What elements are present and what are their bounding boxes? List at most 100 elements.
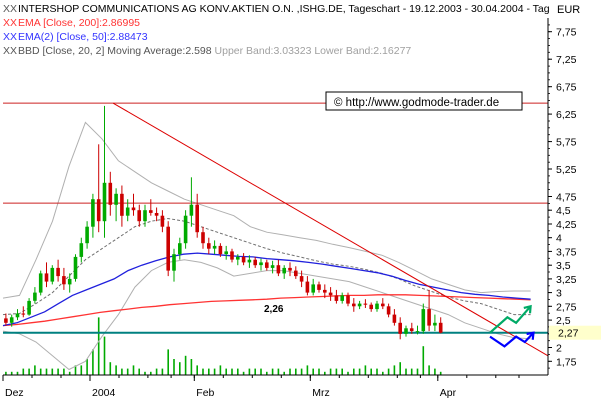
candle-body bbox=[143, 210, 147, 222]
candle-body bbox=[120, 193, 124, 216]
volume-bar bbox=[347, 371, 349, 375]
volume-bar bbox=[405, 368, 407, 375]
watermark-box bbox=[325, 91, 523, 111]
volume-bar bbox=[376, 368, 378, 375]
y-tick-label: 4 bbox=[556, 233, 562, 245]
volume-bar bbox=[416, 368, 419, 375]
x-tick-label: Feb bbox=[196, 387, 214, 399]
candle-body bbox=[114, 193, 118, 205]
legend-bbd: BBD [Close, 20, 2] Moving Average:2.598 … bbox=[18, 45, 411, 57]
candle-body bbox=[386, 306, 391, 315]
candle-body bbox=[259, 262, 263, 266]
volume-bar bbox=[428, 365, 430, 375]
y-tick-label: 6,25 bbox=[556, 109, 577, 121]
volume-bar bbox=[434, 368, 436, 375]
candle-body bbox=[85, 226, 89, 244]
candle-body bbox=[172, 254, 176, 271]
volume-bar bbox=[16, 371, 19, 375]
candle-body bbox=[102, 182, 107, 222]
candle-body bbox=[201, 232, 205, 244]
legend-bbd-bands: Upper Band:3.03323 Lower Band:2.16277 bbox=[215, 45, 412, 57]
candle-body bbox=[357, 303, 362, 307]
volume-bar bbox=[208, 368, 210, 375]
candle-body bbox=[328, 292, 333, 296]
y-tick-label: 5,25 bbox=[556, 164, 577, 176]
volume-bar bbox=[80, 365, 83, 375]
y-tick-label: 7,25 bbox=[556, 54, 577, 66]
ema200-line bbox=[2, 294, 531, 327]
volume-bar bbox=[51, 368, 54, 375]
volume-bar bbox=[277, 368, 280, 375]
volume-bar bbox=[34, 365, 36, 375]
volume-bar bbox=[5, 371, 7, 375]
candle-body bbox=[433, 322, 437, 326]
volume-bar bbox=[28, 368, 30, 375]
y-tick-label: 1,75 bbox=[556, 356, 577, 368]
upper-band-line bbox=[2, 121, 531, 299]
x-tick-label: Dez bbox=[5, 387, 24, 399]
volume-bar bbox=[387, 368, 390, 375]
candle-body bbox=[4, 318, 8, 323]
volume-bar bbox=[74, 365, 77, 375]
y-tick-label: 3,75 bbox=[556, 246, 577, 258]
volume-bar bbox=[39, 368, 42, 375]
candle-body bbox=[125, 207, 130, 216]
candle-body bbox=[334, 295, 339, 301]
volume-bar bbox=[97, 317, 100, 375]
volume-bar bbox=[260, 368, 262, 375]
y-tick-label: 5,75 bbox=[556, 137, 577, 149]
y-tick-label: 3,25 bbox=[556, 274, 577, 286]
volume-bar bbox=[57, 368, 59, 375]
volume-bar bbox=[161, 368, 164, 375]
axes: 1,7522,252,52,7533,253,53,7544,254,54,75… bbox=[2, 18, 601, 399]
volume-bar bbox=[306, 365, 309, 375]
legend-bbd-ma: BBD [Close, 20, 2] Moving Average:2.598 bbox=[18, 45, 212, 57]
volume-bar bbox=[237, 368, 239, 375]
candle-body bbox=[241, 256, 246, 263]
candle-body bbox=[404, 328, 408, 334]
volume-bar bbox=[190, 359, 193, 375]
volume-bar bbox=[329, 368, 332, 375]
volume-bar bbox=[173, 359, 175, 375]
ema50-line bbox=[2, 252, 531, 327]
candle-body bbox=[91, 199, 95, 227]
volume-bar bbox=[242, 371, 245, 375]
projection-down-path bbox=[489, 331, 535, 348]
volume-bar bbox=[353, 368, 355, 375]
volume-bar bbox=[266, 371, 268, 375]
currency-bg bbox=[550, 2, 600, 15]
candle-body bbox=[369, 304, 373, 310]
candle-body bbox=[44, 273, 49, 282]
candle-body bbox=[195, 204, 199, 233]
volume-bar bbox=[179, 362, 181, 375]
y-tick-label: 3,5 bbox=[556, 260, 571, 272]
candle-body bbox=[438, 322, 443, 333]
candle-body bbox=[56, 267, 60, 277]
candle-body bbox=[311, 284, 315, 293]
candle-body bbox=[137, 210, 141, 222]
candle-body bbox=[108, 182, 113, 205]
candle-body bbox=[21, 313, 26, 315]
candle-body bbox=[9, 317, 14, 323]
volume-bar bbox=[86, 359, 88, 375]
candle-body bbox=[398, 322, 402, 334]
y-tick-label: 4,25 bbox=[556, 219, 577, 231]
price-tag-text: 2,27 bbox=[558, 328, 579, 340]
volume-bar bbox=[382, 371, 384, 375]
volume-bar bbox=[289, 368, 291, 375]
legend-marker-ema200: XX bbox=[3, 17, 17, 29]
y-tick-label: 3 bbox=[556, 288, 562, 300]
y-tick-label: 6,75 bbox=[556, 82, 577, 94]
candle-body bbox=[305, 281, 310, 293]
volume-bar bbox=[22, 368, 25, 375]
y-tick-label: 4,75 bbox=[556, 192, 577, 204]
volume-bar bbox=[45, 368, 48, 375]
volume-bar bbox=[196, 365, 198, 375]
volume-bar bbox=[138, 368, 140, 375]
legend-ema50: EMA(2) [Close, 50]:2.88473 bbox=[18, 31, 148, 43]
candle-body bbox=[381, 303, 385, 307]
volume-bar bbox=[399, 362, 401, 375]
candle-body bbox=[96, 199, 101, 222]
volume-bar bbox=[439, 371, 442, 375]
candle-body bbox=[15, 313, 20, 318]
